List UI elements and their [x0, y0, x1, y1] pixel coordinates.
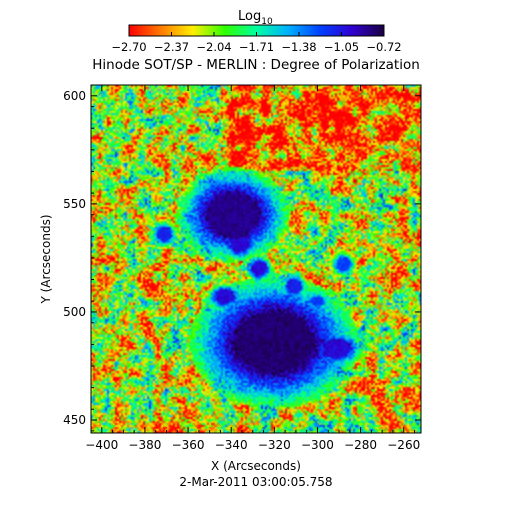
- colorbar: Log10 −2.70 −2.37 −2.04 −1.71 −1.38 −1.05 −0.7…: [111, 9, 401, 54]
- y-axis-label: Y (Arcseconds): [39, 214, 53, 304]
- x-axis-label: X (Arcseconds): [211, 459, 301, 473]
- colorbar-tick-label: −1.38: [281, 40, 316, 54]
- colorbar-tick-label: −0.72: [366, 40, 401, 54]
- x-tick-label: −280: [344, 438, 377, 452]
- x-tick-label: −300: [301, 438, 334, 452]
- chart-title: Hinode SOT/SP - MERLIN : Degree of Polar…: [92, 57, 420, 73]
- colorbar-tick-label: −1.71: [239, 40, 274, 54]
- y-tick-label: 600: [63, 89, 86, 103]
- plot-frame: [90, 84, 422, 434]
- colorbar-ticks: −2.70 −2.37 −2.04 −1.71 −1.38 −1.05 −0.72: [111, 32, 402, 54]
- colorbar-tick-label: −2.37: [154, 40, 189, 54]
- colorbar-tick-label: −1.05: [324, 40, 359, 54]
- y-tick-label: 500: [63, 305, 86, 319]
- y-tick-label: 550: [63, 197, 86, 211]
- x-tick-label: −360: [172, 438, 205, 452]
- colorbar-title: Log10: [238, 9, 273, 27]
- x-tick-label: −340: [215, 438, 248, 452]
- x-tick-label: −320: [258, 438, 291, 452]
- colorbar-tick-label: −2.04: [196, 40, 231, 54]
- y-tick-label: 450: [63, 413, 86, 427]
- heatmap-image: [91, 85, 421, 433]
- y-axis: 450 500 550 600: [63, 84, 421, 432]
- x-axis: −400 −380 −360 −340 −320 −300 −280 −260: [85, 85, 420, 452]
- x-tick-label: −400: [85, 438, 118, 452]
- colorbar-tick-label: −2.70: [111, 40, 146, 54]
- polarization-map: [91, 85, 421, 433]
- x-tick-label: −260: [387, 438, 420, 452]
- x-tick-label: −380: [128, 438, 161, 452]
- date-label: 2-Mar-2011 03:00:05.758: [179, 475, 332, 489]
